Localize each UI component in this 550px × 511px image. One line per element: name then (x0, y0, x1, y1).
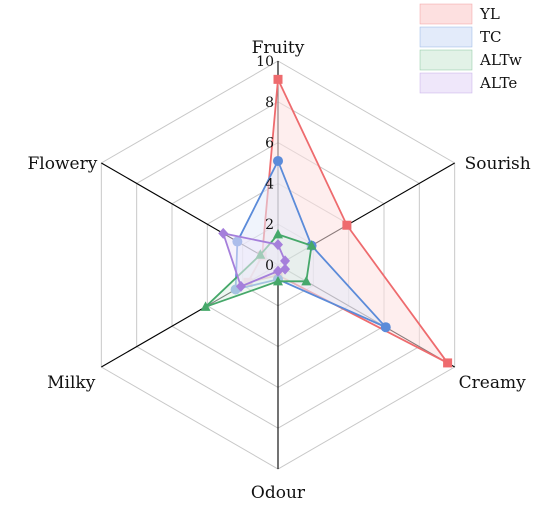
legend-swatch-yl (419, 3, 473, 25)
point-altw-sourish (306, 240, 317, 250)
tick-label-4: 4 (265, 176, 274, 192)
tick-label-2: 2 (265, 217, 274, 233)
axis-label-milky: Milky (47, 373, 96, 393)
tick-label-8: 8 (265, 95, 274, 111)
point-altw-milky (200, 301, 211, 311)
axis-labels: Fruity Sourish Creamy Odour Milky Flowery (28, 38, 531, 503)
point-tc-fruity (273, 155, 283, 166)
legend: YL TC ALTw ALTe (419, 3, 522, 94)
point-alte-fruity (273, 239, 283, 251)
point-altw-odour (273, 275, 283, 286)
axis-label-fruity: Fruity (252, 38, 305, 58)
series-alte (218, 227, 291, 292)
legend-label-tc: TC (480, 28, 501, 46)
legend-label-alte: ALTe (479, 74, 517, 92)
point-yl-sourish (342, 220, 352, 230)
point-alte-flowery (218, 227, 229, 239)
tick-label-0: 0 (265, 258, 274, 274)
point-alte-odour (273, 265, 283, 277)
point-alte-sourish (280, 255, 291, 267)
point-yl-creamy (443, 358, 453, 368)
axis-label-creamy: Creamy (459, 373, 526, 393)
legend-swatch-alte (419, 72, 473, 94)
point-tc-creamy (380, 322, 391, 333)
point-altw-creamy (301, 275, 312, 286)
legend-label-altw: ALTw (479, 51, 522, 69)
axis-label-sourish: Sourish (465, 154, 531, 174)
tick-label-6: 6 (265, 136, 274, 152)
axis-label-flowery: Flowery (28, 154, 98, 174)
point-altw-fruity (273, 228, 283, 239)
point-alte-creamy (280, 263, 291, 275)
axis-label-odour: Odour (251, 483, 306, 503)
series-layer (200, 74, 453, 368)
tick-label-10: 10 (256, 54, 274, 70)
point-yl-fruity (273, 74, 283, 84)
legend-swatch-altw (419, 49, 473, 71)
tick-labels: 0 2 4 6 8 10 (256, 54, 274, 274)
point-alte-milky (235, 280, 246, 292)
legend-swatch-tc (419, 26, 473, 48)
legend-label-yl: YL (479, 5, 500, 23)
